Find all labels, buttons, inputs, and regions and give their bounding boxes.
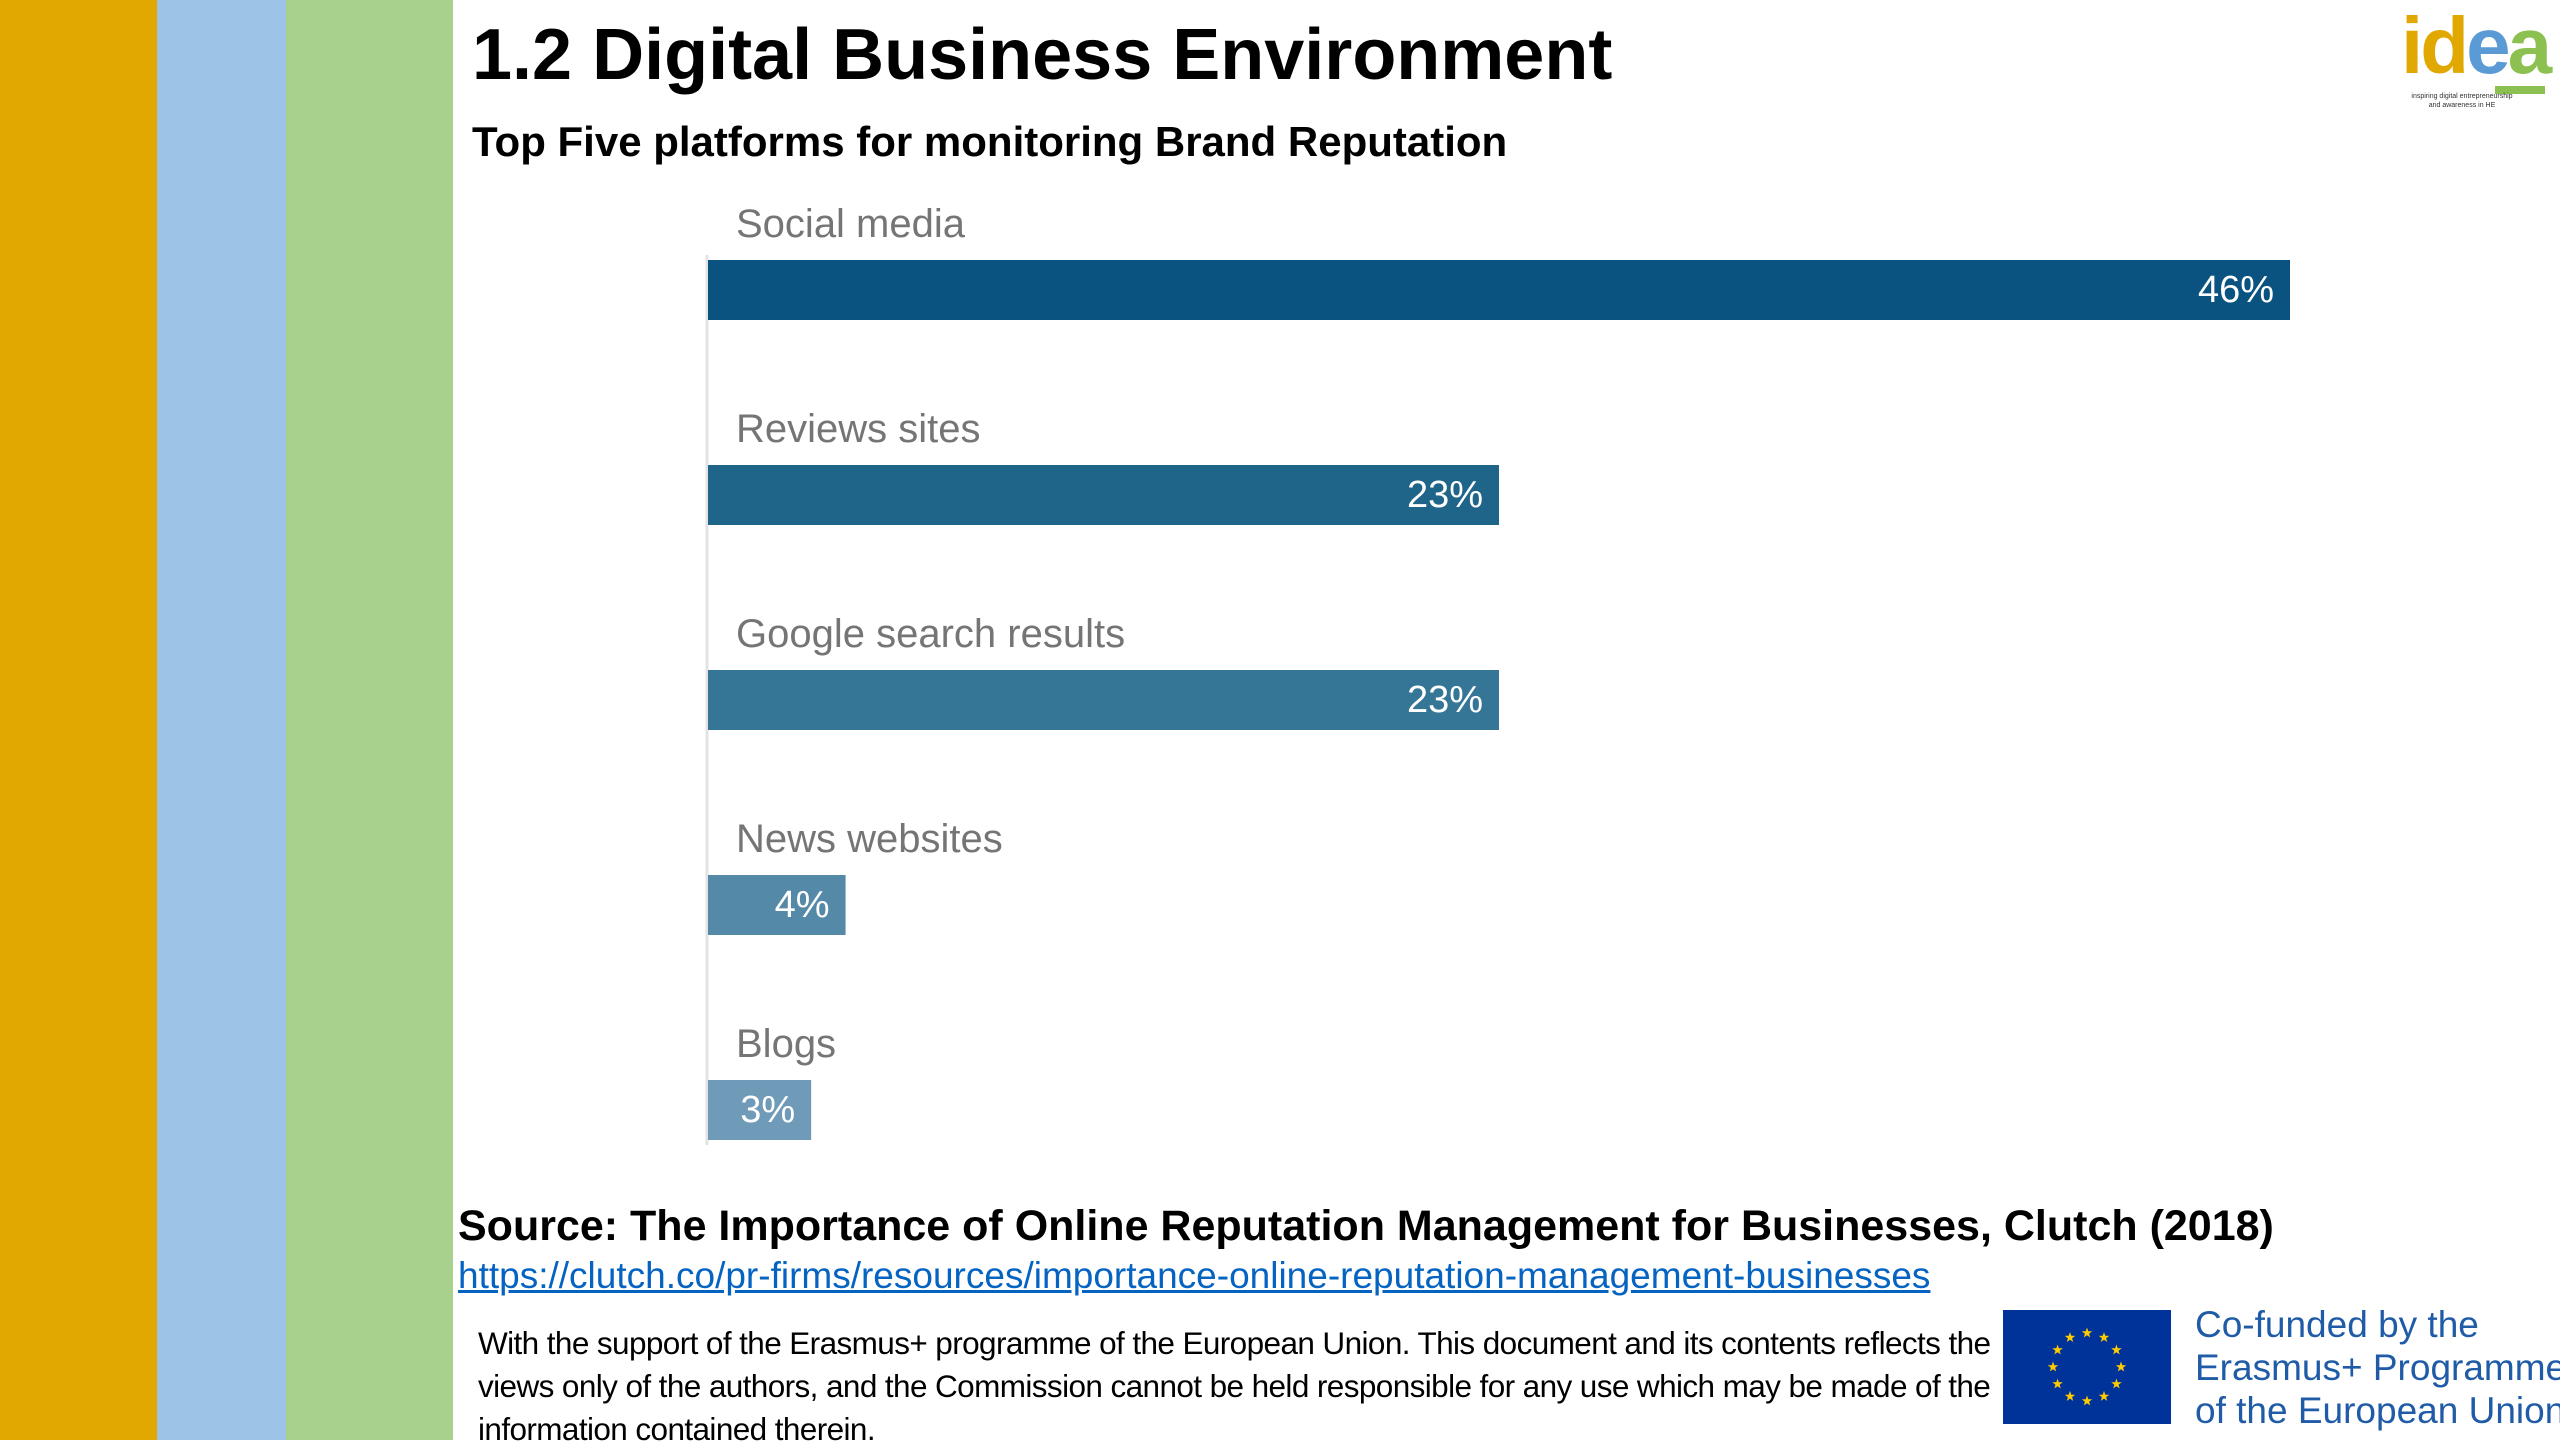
slide-title: 1.2 Digital Business Environment bbox=[472, 15, 1613, 95]
eu-flag-icon bbox=[2003, 1310, 2171, 1424]
slide-subtitle: Top Five platforms for monitoring Brand … bbox=[472, 118, 1508, 165]
data-label: 46% bbox=[2198, 269, 2274, 311]
eu-star bbox=[2064, 1332, 2076, 1342]
erasmus-disclaimer: With the support of the Erasmus+ program… bbox=[478, 1325, 1991, 1447]
eu-cofunded-line: Erasmus+ Programme bbox=[2195, 1347, 2560, 1388]
eu-star bbox=[2115, 1361, 2127, 1372]
bar bbox=[708, 875, 846, 935]
idea-logo: idea inspiring digital entrepreneurship … bbox=[2395, 1, 2552, 118]
left-stripe-green bbox=[286, 0, 453, 1440]
idea-logo-underline bbox=[2495, 86, 2545, 94]
left-stripe-gold bbox=[0, 0, 157, 1440]
eu-star bbox=[2098, 1390, 2110, 1401]
data-label: 4% bbox=[775, 884, 830, 926]
left-stripe-blue bbox=[157, 0, 286, 1440]
brand-reputation-bar-chart: Social media 46% Reviews sites 23% Google se… bbox=[705, 202, 2290, 1145]
eu-star bbox=[2111, 1344, 2122, 1355]
data-label: 23% bbox=[1407, 679, 1483, 721]
category-label: Social media bbox=[736, 202, 966, 246]
bar bbox=[708, 260, 2290, 320]
eu-star bbox=[2052, 1344, 2063, 1355]
eu-star bbox=[2081, 1395, 2093, 1406]
data-label: 3% bbox=[740, 1089, 795, 1131]
eu-star bbox=[2081, 1327, 2093, 1338]
eu-cofunded-text: Co-funded by the Erasmus+ Programme of t… bbox=[2195, 1303, 2560, 1432]
category-label: Blogs bbox=[736, 1022, 836, 1066]
idea-logo-wordmark: idea bbox=[2401, 1, 2552, 90]
bar bbox=[708, 670, 1499, 730]
bar bbox=[708, 1080, 812, 1140]
category-label: Reviews sites bbox=[736, 407, 981, 451]
idea-logo-tagline: inspiring digital entrepreneurship and a… bbox=[2411, 93, 2513, 109]
source-citation: Source: The Importance of Online Reputat… bbox=[458, 1202, 2274, 1250]
source-link[interactable]: https://clutch.co/pr-firms/resources/imp… bbox=[458, 1255, 1931, 1296]
eu-star bbox=[2111, 1378, 2122, 1389]
bar bbox=[708, 465, 1499, 525]
eu-star bbox=[2047, 1361, 2059, 1372]
eu-star bbox=[2064, 1390, 2076, 1401]
eu-cofunded-line: of the European Union bbox=[2195, 1390, 2560, 1431]
eu-star bbox=[2098, 1332, 2110, 1342]
data-label: 23% bbox=[1407, 474, 1483, 516]
category-label: News websites bbox=[736, 817, 1003, 861]
eu-star bbox=[2052, 1378, 2063, 1389]
eu-cofunded-line: Co-funded by the bbox=[2195, 1304, 2479, 1345]
category-label: Google search results bbox=[736, 612, 1125, 656]
